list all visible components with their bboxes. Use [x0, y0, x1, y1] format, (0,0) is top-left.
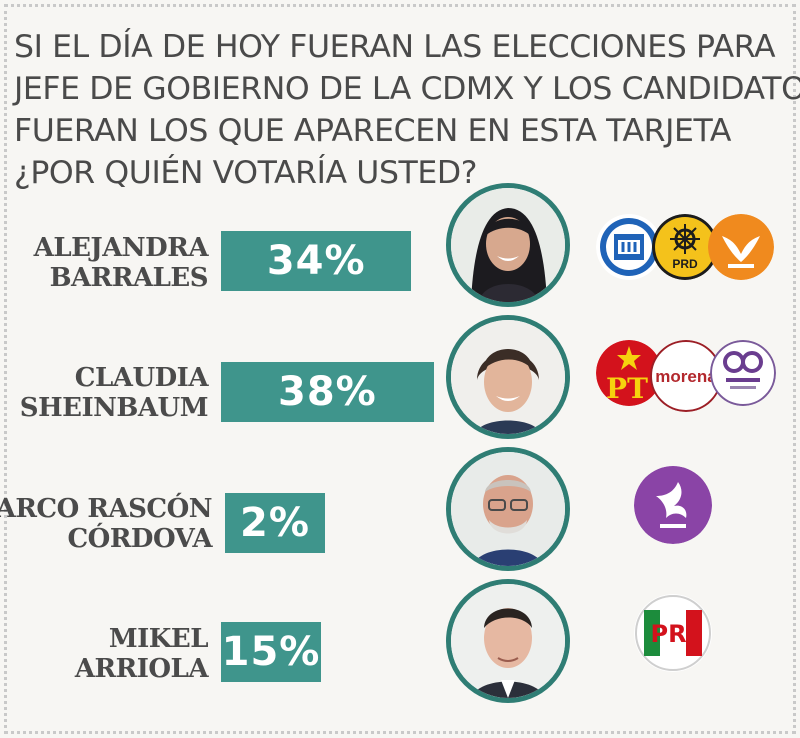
candidate-name: ALEJANDRA BARRALES	[33, 233, 209, 293]
svg-text:PT: PT	[606, 372, 648, 405]
pan-logo-icon	[596, 214, 662, 280]
candidate-name-line: CÓRDOVA	[67, 524, 212, 554]
humanista-logo-icon	[634, 466, 712, 544]
svg-text:morena: morena	[655, 367, 717, 386]
dotted-border-left	[4, 4, 7, 734]
poll-question: SI EL DÍA DE HOY FUERAN LAS ELECCIONES P…	[14, 26, 800, 194]
man-portrait-icon	[446, 579, 570, 703]
candidate-name-line: BARRALES	[49, 263, 209, 293]
dotted-border-top	[4, 4, 796, 7]
candidate-name-line: SHEINBAUM	[19, 393, 209, 423]
candidate-name-line: CLAUDIA	[74, 363, 209, 393]
bar: 34%	[221, 231, 412, 291]
candidate-name-line: ALEJANDRA	[33, 233, 209, 263]
woman-portrait-icon	[446, 183, 570, 307]
candidate-name-line: MARCO RASCÓN	[0, 494, 212, 524]
candidate-name: MIKEL ARRIOLA	[74, 624, 209, 684]
encuentro-social-logo-icon	[710, 340, 776, 406]
bar-value-label: 38%	[278, 369, 377, 415]
question-line: SI EL DÍA DE HOY FUERAN LAS ELECCIONES P…	[14, 29, 776, 65]
movimiento-ciudadano-logo-icon	[708, 214, 774, 280]
pt-logo-icon: PT	[596, 340, 662, 406]
dotted-border-right	[793, 4, 796, 734]
question-line: ¿POR QUIÉN VOTARÍA USTED?	[14, 155, 478, 191]
dotted-border-bottom	[4, 731, 796, 734]
svg-text:PRI: PRI	[651, 620, 696, 648]
bar-value-label: 2%	[240, 500, 310, 546]
woman-portrait-icon	[446, 315, 570, 439]
question-line: FUERAN LOS QUE APARECEN EN ESTA TARJETA	[14, 113, 732, 149]
candidate-name-line: MIKEL	[108, 624, 209, 654]
svg-text:PRD: PRD	[672, 257, 698, 271]
bar: 38%	[221, 362, 434, 422]
bar: 2%	[225, 493, 325, 553]
bar-value-label: 15%	[221, 629, 321, 675]
candidate-name-line: ARRIOLA	[74, 654, 209, 684]
bar-value-label: 34%	[266, 238, 366, 284]
question-line: JEFE DE GOBIERNO DE LA CDMX Y LOS CANDID…	[14, 71, 800, 107]
man-portrait-icon	[446, 447, 570, 571]
candidate-name: CLAUDIA SHEINBAUM	[19, 363, 209, 423]
morena-logo-icon: morena	[650, 340, 722, 412]
pri-logo-icon: PRI	[634, 594, 712, 672]
bar: 15%	[221, 622, 321, 682]
candidate-name: MARCO RASCÓN CÓRDOVA	[0, 494, 212, 554]
prd-logo-icon: PRD	[652, 214, 718, 280]
